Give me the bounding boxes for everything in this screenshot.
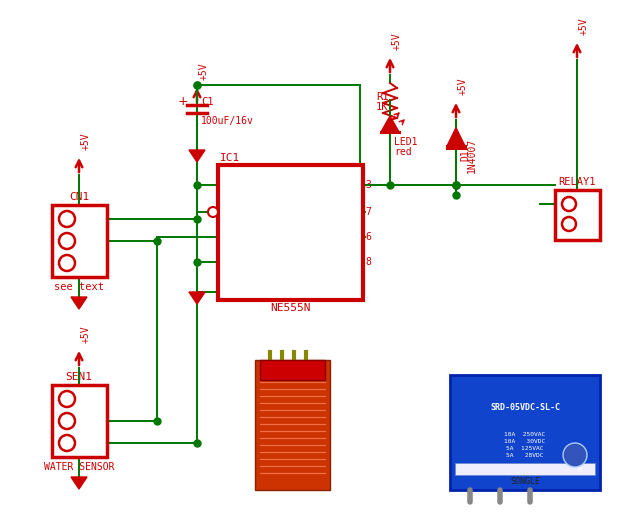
Text: +5V: +5V	[392, 32, 402, 49]
Text: CN1: CN1	[69, 192, 89, 202]
Bar	[450, 375, 600, 490]
Text: 1N4007: 1N4007	[467, 137, 477, 173]
Bar	[555, 190, 600, 240]
Text: IC1: IC1	[220, 153, 240, 163]
Text: 2: 2	[226, 180, 232, 190]
Polygon shape	[189, 150, 205, 162]
Circle shape	[562, 197, 576, 211]
Text: +5V: +5V	[199, 62, 209, 80]
Text: 100uF/16v: 100uF/16v	[201, 116, 254, 126]
Polygon shape	[71, 477, 87, 489]
Bar	[260, 360, 325, 380]
Bar	[52, 385, 107, 457]
Text: 8: 8	[365, 257, 371, 267]
Text: CV: CV	[238, 232, 250, 242]
Text: WATER SENSOR: WATER SENSOR	[43, 462, 114, 472]
Text: see text: see text	[54, 282, 104, 292]
Text: THR: THR	[336, 232, 355, 242]
Text: +5V: +5V	[579, 17, 589, 35]
Text: +: +	[178, 95, 188, 108]
Text: +5V: +5V	[458, 77, 468, 95]
Text: SEN1: SEN1	[65, 372, 93, 382]
Polygon shape	[447, 128, 465, 148]
Circle shape	[59, 211, 75, 227]
Polygon shape	[381, 116, 399, 132]
Text: red: red	[394, 147, 412, 157]
Text: R1: R1	[376, 92, 389, 102]
Bar	[455, 463, 595, 475]
Text: Q: Q	[349, 180, 355, 190]
Text: 6: 6	[365, 232, 371, 242]
Text: 2: 2	[78, 236, 84, 246]
Text: 4: 4	[226, 207, 232, 217]
Text: R: R	[578, 467, 582, 473]
Text: RELAY1: RELAY1	[558, 177, 596, 187]
Text: TR: TR	[238, 180, 250, 190]
Circle shape	[59, 233, 75, 249]
Text: 1K: 1K	[376, 102, 389, 112]
Circle shape	[563, 443, 587, 467]
Text: 3: 3	[78, 258, 84, 268]
Text: SRD-05VDC-SL-C: SRD-05VDC-SL-C	[490, 404, 560, 412]
Bar	[218, 165, 363, 300]
Circle shape	[208, 207, 218, 217]
Text: DIS: DIS	[336, 207, 355, 217]
Circle shape	[59, 255, 75, 271]
Text: +5V: +5V	[81, 132, 91, 150]
Text: 3: 3	[78, 438, 84, 448]
Text: 2: 2	[78, 416, 84, 426]
Text: D1: D1	[460, 149, 470, 161]
Text: 10A  250VAC
10A   30VDC
5A  125VAC
5A   28VDC: 10A 250VAC 10A 30VDC 5A 125VAC 5A 28VDC	[504, 432, 546, 458]
Text: V+: V+	[343, 257, 355, 267]
Text: 7: 7	[365, 207, 371, 217]
Bar	[52, 205, 107, 277]
Text: LED1: LED1	[394, 137, 417, 147]
Circle shape	[59, 391, 75, 407]
Text: 1: 1	[226, 257, 232, 267]
Text: 3: 3	[365, 180, 371, 190]
Polygon shape	[189, 292, 205, 304]
Text: 1: 1	[579, 219, 585, 229]
Text: 2: 2	[579, 199, 585, 209]
Text: 1: 1	[78, 394, 84, 404]
Text: +5V: +5V	[81, 325, 91, 343]
Text: NE555N: NE555N	[270, 303, 310, 313]
Circle shape	[59, 435, 75, 451]
Text: SONGLE: SONGLE	[510, 476, 540, 486]
Polygon shape	[447, 128, 465, 146]
Text: R: R	[238, 207, 244, 217]
Bar	[255, 360, 330, 490]
Text: 1: 1	[78, 214, 84, 224]
Text: C1: C1	[201, 97, 214, 107]
Text: GND: GND	[238, 257, 256, 267]
Polygon shape	[71, 297, 87, 309]
Circle shape	[562, 217, 576, 231]
Text: 5: 5	[226, 232, 232, 242]
Circle shape	[59, 413, 75, 429]
